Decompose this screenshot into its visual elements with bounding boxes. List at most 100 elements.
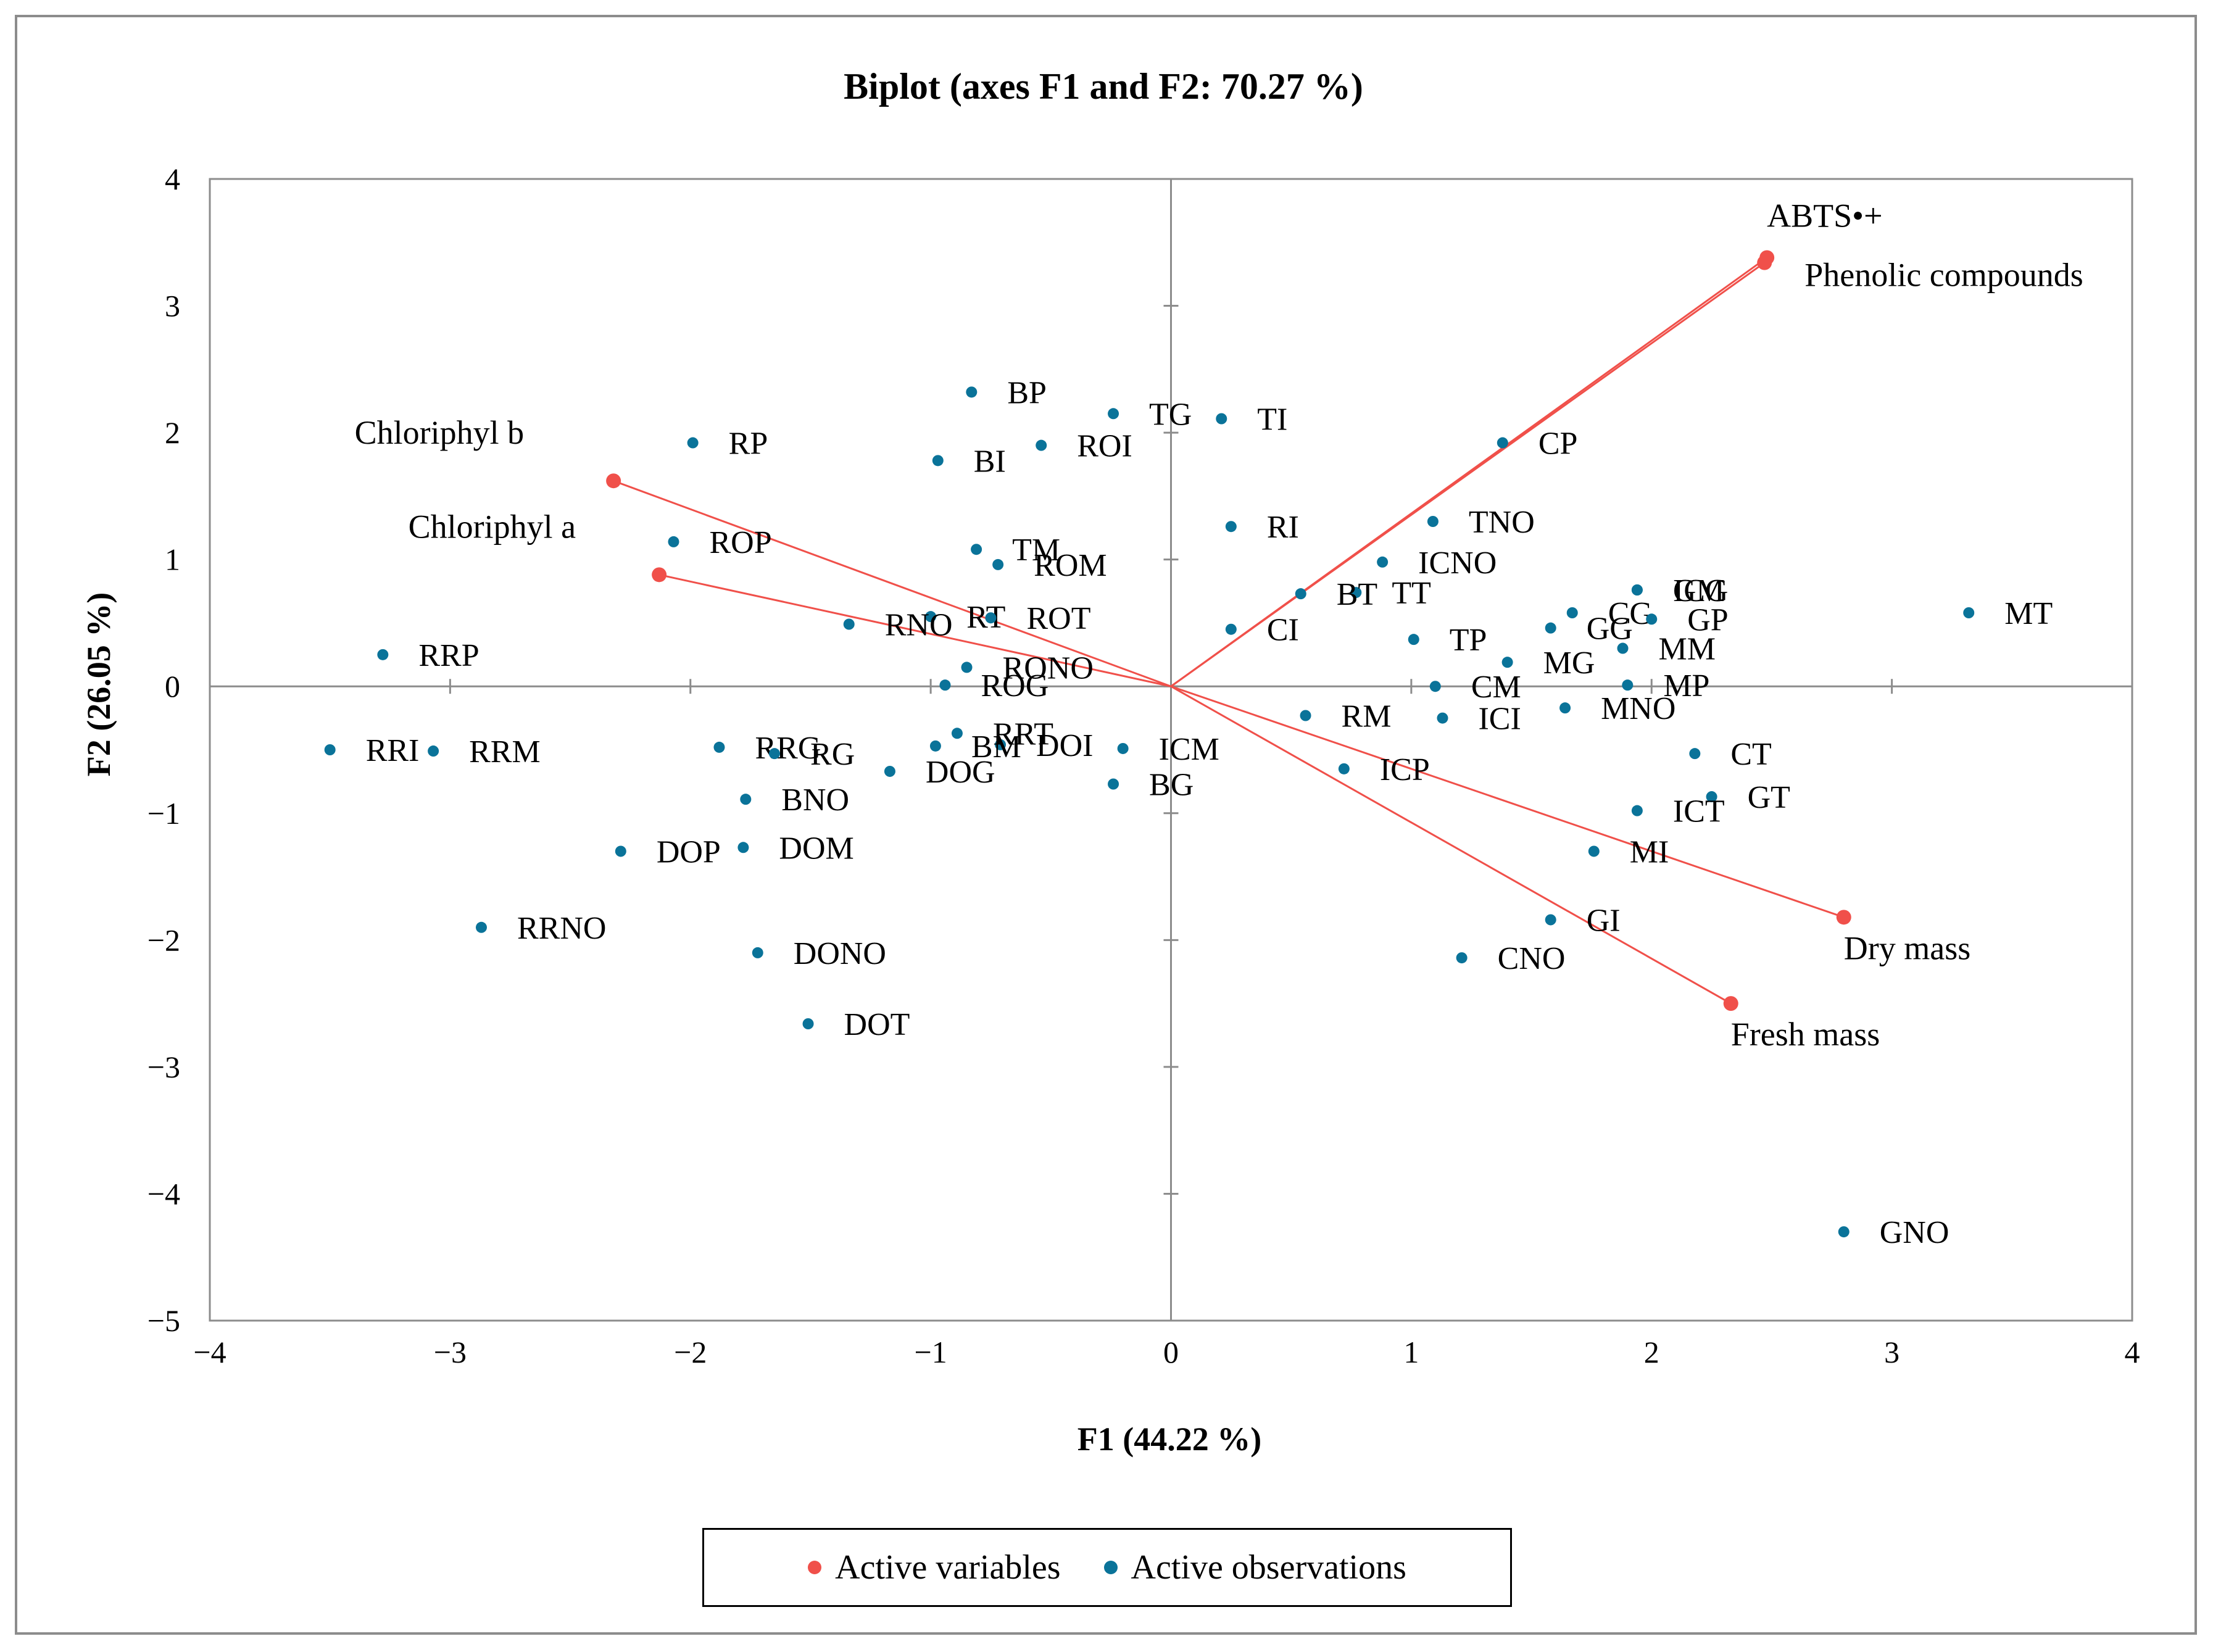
observation-point	[1108, 778, 1119, 790]
observation-label: BG	[1149, 768, 1194, 803]
chart-frame	[15, 15, 2197, 1635]
observation-point	[740, 794, 752, 805]
x-tick-label: −2	[674, 1335, 707, 1369]
y-tick-label: 0	[165, 669, 180, 704]
observation-label: MP	[1663, 668, 1709, 704]
observation-label: GT	[1748, 780, 1790, 815]
observation-label: DOM	[779, 831, 853, 866]
observation-point	[1497, 437, 1508, 449]
observation-label: GG	[1587, 612, 1633, 647]
observation-point	[1631, 584, 1643, 596]
observation-label: DOT	[844, 1007, 910, 1042]
observation-label: RI	[1267, 510, 1299, 545]
variable-vector	[658, 573, 1171, 687]
x-tick-label: −1	[915, 1335, 947, 1369]
observation-label: ICP	[1380, 752, 1430, 787]
variable-vector	[613, 479, 1172, 687]
observation-label: BP	[1007, 375, 1047, 410]
observation-label: TNO	[1469, 505, 1535, 540]
observation-point	[1427, 516, 1439, 527]
observation-marker-icon	[1103, 1561, 1118, 1574]
observation-point	[992, 558, 1004, 570]
observation-label: BI	[974, 444, 1006, 479]
observation-point	[1622, 679, 1634, 691]
observation-point	[1295, 588, 1306, 600]
observation-point	[615, 845, 626, 857]
observation-label: RRP	[418, 638, 479, 673]
legend: Active variables Active observations	[702, 1528, 1512, 1607]
y-tick-label: −4	[147, 1176, 180, 1211]
variable-label: ABTS•+	[1767, 197, 1882, 234]
observation-label: CG	[1608, 596, 1653, 631]
variable-label: Fresh mass	[1731, 1016, 1880, 1053]
observation-label: DOG	[926, 755, 995, 790]
observation-point	[1377, 556, 1389, 568]
observation-point	[1408, 634, 1419, 645]
observation-point	[939, 679, 951, 691]
observation-point	[1437, 712, 1448, 724]
variable-point	[652, 567, 667, 583]
variable-point	[1723, 996, 1738, 1011]
y-tick-label: 1	[165, 542, 180, 577]
observation-label: DOI	[1036, 728, 1093, 763]
legend-item-observations: Active observations	[1103, 1548, 1406, 1587]
variable-point	[1757, 255, 1772, 270]
y-tick-label: 2	[165, 415, 180, 450]
observation-label: ROM	[1034, 548, 1106, 583]
observation-label: MNO	[1601, 691, 1675, 726]
observation-label: RNO	[885, 608, 953, 643]
y-tick-label: 4	[165, 162, 180, 196]
observation-label: RP	[729, 426, 768, 462]
variable-label: Phenolic compounds	[1804, 257, 2083, 294]
observation-label: TP	[1450, 623, 1487, 658]
observation-point	[1559, 702, 1571, 714]
x-axis-label: F1 (44.22 %)	[1077, 1421, 1261, 1458]
observation-label: RRM	[469, 734, 541, 770]
observation-point	[966, 386, 978, 398]
observation-label: CI	[1267, 613, 1299, 648]
observation-label: RRT	[993, 716, 1053, 752]
observation-point	[1963, 607, 1975, 618]
observation-label: GI	[1587, 903, 1621, 938]
variable-vector	[1171, 685, 1845, 918]
observation-point	[1108, 408, 1119, 420]
variable-point	[606, 473, 621, 489]
observation-label: GP	[1687, 602, 1728, 637]
observation-point	[929, 740, 941, 752]
variable-vector	[1170, 685, 1732, 1005]
y-axis-label: F2 (26.05 %)	[80, 592, 117, 776]
legend-item-variables: Active variables	[808, 1548, 1061, 1587]
observation-label: RRG	[755, 731, 821, 766]
observation-point	[961, 662, 973, 673]
chart-title: Biplot (axes F1 and F2: 70.27 %)	[844, 66, 1363, 107]
observation-point	[995, 739, 1007, 750]
x-tick-label: −4	[193, 1335, 226, 1369]
observation-point	[951, 728, 963, 739]
observation-point	[1588, 845, 1600, 857]
observation-label: ROI	[1077, 429, 1132, 464]
observation-label: TT	[1392, 576, 1431, 611]
observation-point	[971, 544, 982, 555]
observation-label: RG	[810, 737, 855, 772]
observation-label: RONO	[1003, 650, 1094, 686]
observation-point	[737, 842, 749, 853]
observation-point	[1545, 622, 1556, 634]
observation-point	[985, 612, 997, 624]
observation-point	[1689, 748, 1701, 760]
observation-label: RRNO	[517, 911, 606, 946]
y-tick-label: −5	[147, 1303, 180, 1338]
observation-point	[1646, 613, 1658, 625]
observation-label: RRI	[366, 733, 420, 768]
y-tick-label: −3	[147, 1050, 180, 1084]
observation-label: RM	[1342, 699, 1392, 734]
observation-point	[1706, 791, 1717, 803]
observation-label: MI	[1630, 834, 1669, 870]
observation-point	[1429, 681, 1441, 692]
observation-label: MT	[2004, 596, 2053, 631]
observation-label: ICNO	[1418, 546, 1497, 581]
variable-label: Dry mass	[1844, 929, 1970, 966]
observation-point	[1216, 413, 1227, 425]
observation-point	[1617, 642, 1629, 654]
observation-point	[1036, 439, 1047, 451]
